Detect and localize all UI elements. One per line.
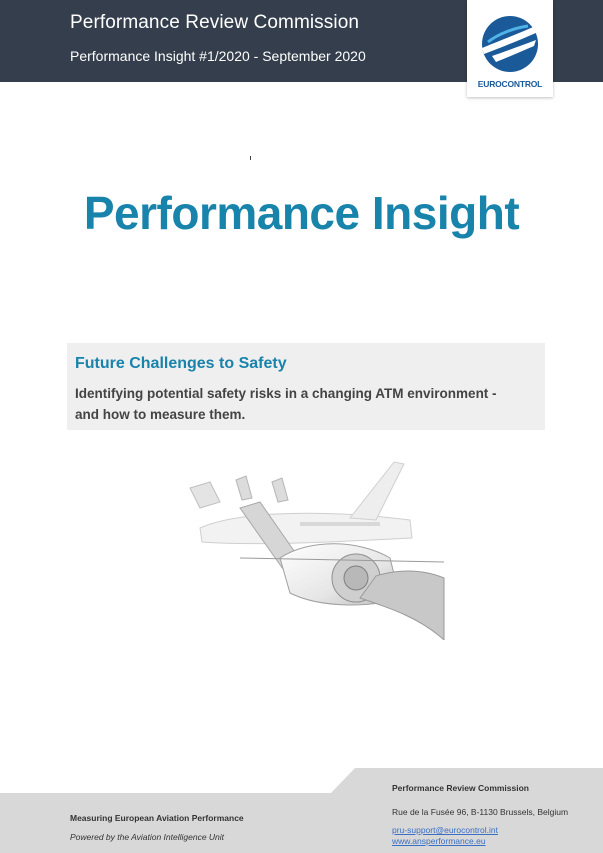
page-title: Performance Insight <box>83 187 520 239</box>
topic-description: Identifying potential safety risks in a … <box>75 386 497 422</box>
eurocontrol-globe-icon <box>482 16 540 72</box>
footer-powered-by: Powered by the Aviation Intelligence Uni… <box>70 832 225 842</box>
footer-band <box>0 793 603 853</box>
footer-organisation: Performance Review Commission <box>392 783 529 793</box>
header-title: Performance Review Commission <box>70 12 360 33</box>
topic-box: Future Challenges to Safety Identifying … <box>67 343 545 430</box>
footer-tagline: Measuring European Aviation Performance <box>70 813 244 823</box>
footer-slant-shape <box>330 768 603 794</box>
footer-address: Rue de la Fusée 96, B-1130 Brussels, Bel… <box>392 807 569 817</box>
logo-wordmark: EUROCONTROL <box>477 79 543 89</box>
tick-mark <box>250 156 251 160</box>
eurocontrol-logo: EUROCONTROL <box>467 0 553 97</box>
topic-heading: Future Challenges to Safety <box>75 355 287 372</box>
footer-website-link[interactable]: www.ansperformance.eu <box>392 836 486 846</box>
header-subtitle: Performance Insight #1/2020 - September … <box>70 48 366 64</box>
robot-arm-aircraft-illustration <box>189 461 445 640</box>
footer-email-link[interactable]: pru-support@eurocontrol.int <box>392 825 498 835</box>
